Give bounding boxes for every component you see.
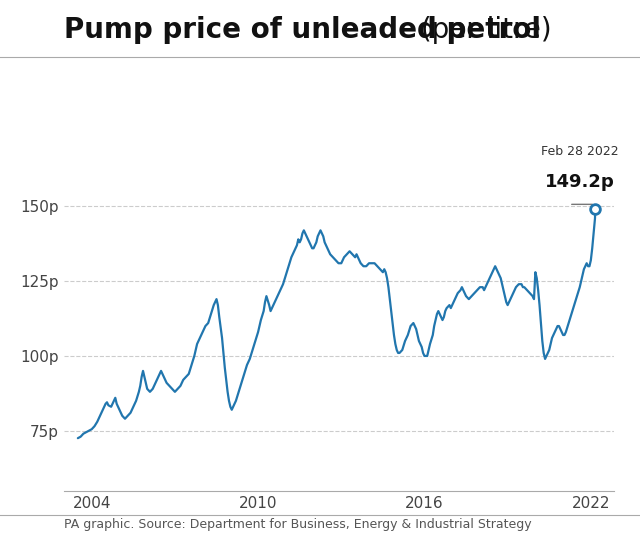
Text: 149.2p: 149.2p (545, 173, 615, 191)
Text: Pump price of unleaded petrol: Pump price of unleaded petrol (64, 16, 541, 44)
Text: Feb 28 2022: Feb 28 2022 (541, 145, 619, 158)
Text: PA graphic. Source: Department for Business, Energy & Industrial Strategy: PA graphic. Source: Department for Busin… (64, 518, 532, 531)
Text: (per litre): (per litre) (412, 16, 552, 44)
